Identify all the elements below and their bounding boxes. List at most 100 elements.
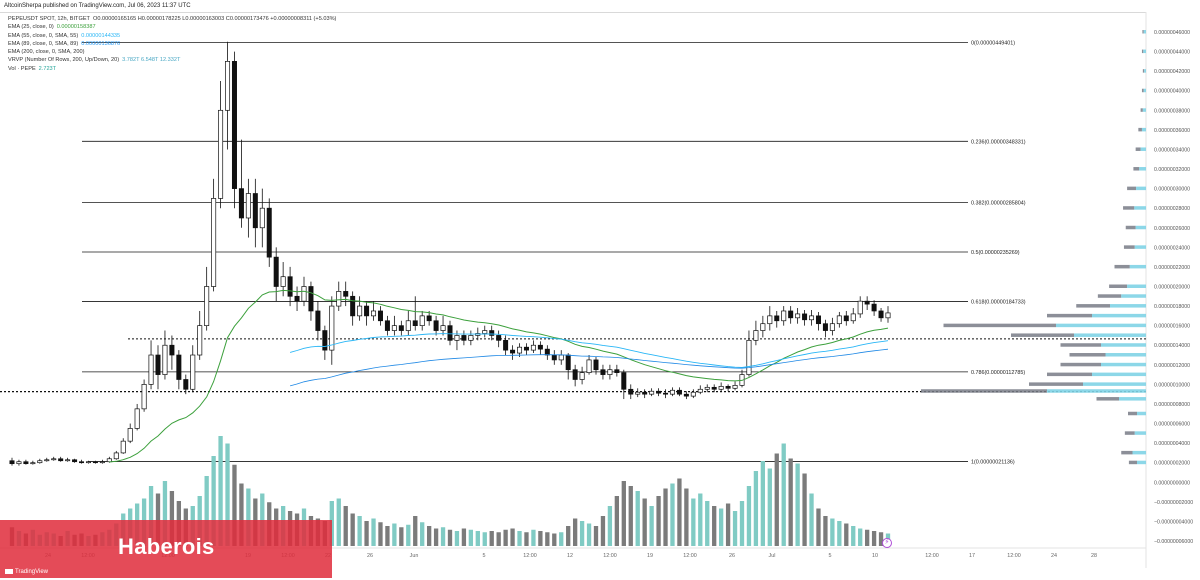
candle-down: [315, 310, 321, 331]
candle-down: [231, 61, 237, 189]
volume-profile-bar-sell: [1121, 450, 1133, 455]
candle-down: [864, 300, 870, 305]
y-tick-label: 0.00000004000: [1154, 441, 1190, 447]
candle-up: [482, 330, 488, 334]
candle-down: [273, 256, 279, 287]
y-tick-label: 0.00000012000: [1154, 363, 1190, 369]
candle-down: [23, 461, 29, 465]
candle-down: [642, 391, 648, 395]
volume-bar: [440, 527, 446, 546]
x-tick-label: 10: [872, 553, 878, 559]
volume-profile-bar-buy: [1132, 450, 1146, 455]
tradingview-logo: TradingView: [5, 569, 48, 575]
volume-profile-bar-sell: [1141, 88, 1144, 93]
candle-down: [628, 388, 634, 395]
x-tick-label: Jun: [410, 553, 419, 559]
candle-down: [878, 310, 884, 319]
volume-bar: [364, 521, 369, 546]
volume-profile-bar-buy: [1074, 333, 1146, 337]
legend-row[interactable]: VRVP (Number Of Rows, 200, Up/Down, 20) 3…: [8, 56, 336, 64]
volume-bar: [837, 521, 842, 546]
ema-55-line: [289, 333, 889, 368]
y-tick-label: 0.00000026000: [1154, 226, 1190, 232]
volume-profile-bar-buy: [1121, 294, 1146, 298]
y-tick-label: −0.00000004000: [1154, 519, 1193, 525]
candle-up: [245, 193, 251, 219]
volume-bar: [677, 478, 682, 546]
lightning-icon[interactable]: ⚡: [882, 538, 892, 548]
volume-profile-bar-buy: [1143, 88, 1146, 93]
fib-level-label: 0(0.00000449401): [971, 40, 1015, 46]
legend-row[interactable]: EMA (200, close, 0, SMA, 200): [8, 48, 336, 56]
candle-down: [489, 330, 495, 336]
volume-bar: [586, 523, 592, 546]
legend-value: 2.723T: [38, 65, 57, 72]
candle-up: [99, 461, 105, 464]
candle-up: [746, 339, 752, 375]
candle-up: [44, 459, 50, 462]
candle-down: [802, 313, 808, 321]
volume-profile-bar-buy: [1129, 264, 1146, 269]
candle-down: [183, 379, 189, 390]
legend-value: 3.782T 6.548T 12.332T: [122, 57, 181, 64]
volume-bar: [809, 493, 814, 546]
volume-bar: [607, 506, 613, 546]
volume-profile-bar-buy: [1092, 372, 1146, 377]
volume-bar: [788, 458, 793, 546]
volume-bar: [621, 481, 626, 546]
volume-bar: [781, 443, 786, 546]
volume-bar: [239, 483, 244, 546]
candle-up: [51, 458, 57, 461]
volume-bar: [350, 513, 355, 546]
candle-down: [683, 393, 689, 397]
volume-bar: [454, 531, 460, 546]
volume-bar: [593, 526, 599, 546]
candle-up: [197, 325, 203, 356]
candle-up: [607, 369, 613, 375]
x-tick-label: 5: [483, 553, 486, 559]
volume-bar: [725, 503, 731, 546]
volume-bar: [385, 526, 390, 546]
candle-down: [822, 323, 828, 331]
candle-up: [586, 359, 592, 373]
volume-bar: [468, 529, 474, 546]
tradingview-logo-text: TradingView: [15, 569, 49, 576]
legend-row[interactable]: PEPEUSDT SPOT, 12h, BITGET O0.00000165165…: [8, 15, 336, 23]
legend-row[interactable]: EMA (55, close, 0, SMA, 55) 0.00000144335: [8, 32, 336, 40]
volume-bar: [649, 506, 654, 546]
volume-profile-bar-buy: [1134, 431, 1146, 435]
candle-down: [503, 339, 509, 351]
volume-bar: [670, 483, 675, 546]
y-tick-label: 0.00000040000: [1154, 89, 1190, 95]
x-tick-label: 17: [969, 553, 975, 559]
volume-bar: [552, 533, 557, 546]
volume-profile-bar-sell: [1140, 108, 1143, 112]
volume-profile-bar-sell: [1128, 411, 1137, 416]
volume-bar: [732, 511, 738, 546]
ema-89-line: [289, 348, 889, 387]
volume-bar: [218, 436, 223, 546]
volume-profile-bar-sell: [1135, 147, 1141, 151]
volume-profile-bar-sell: [1069, 353, 1106, 357]
x-tick-label: 12: [567, 553, 573, 559]
volume-bar: [232, 464, 237, 546]
volume-bar: [531, 529, 536, 546]
candle-up: [440, 325, 446, 331]
legend-row[interactable]: Vol · PEPE 2.723T: [8, 65, 336, 73]
candle-up: [836, 315, 842, 325]
candle-up: [753, 330, 759, 341]
volume-bar: [746, 486, 752, 546]
volume-bar: [663, 488, 668, 546]
candle-up: [718, 385, 724, 390]
legend-row[interactable]: EMA (25, close, 0) 0.00000158387: [8, 23, 336, 31]
publish-header: AltcoinSherpa published on TradingView.c…: [4, 3, 191, 9]
legend-row[interactable]: EMA (89, close, 0, SMA, 89) 0.00000136876: [8, 40, 336, 48]
candle-up: [113, 452, 119, 460]
y-tick-label: 0.00000044000: [1154, 50, 1190, 56]
volume-bar: [566, 526, 571, 546]
volume-bar: [211, 456, 216, 546]
volume-bar: [698, 493, 703, 546]
y-tick-label: 0.00000002000: [1154, 461, 1190, 467]
volume-profile-bar-sell: [1142, 69, 1145, 73]
